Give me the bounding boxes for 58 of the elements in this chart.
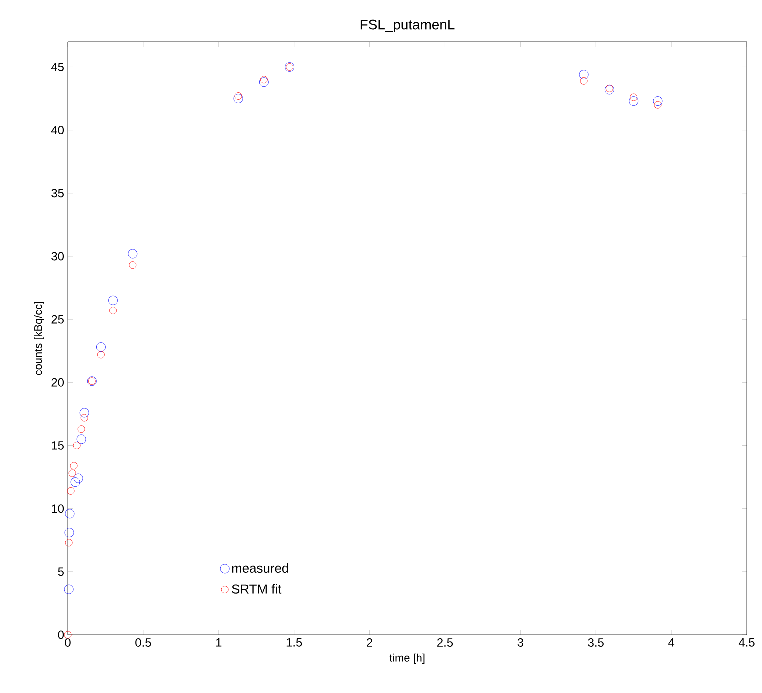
point	[234, 94, 244, 104]
point	[64, 528, 74, 538]
point	[65, 539, 73, 547]
point	[96, 342, 106, 352]
point	[653, 96, 663, 106]
x-tick-label: 2.5	[438, 638, 454, 647]
point	[73, 442, 81, 450]
y-tick-label: 40	[51, 126, 64, 135]
point	[234, 92, 242, 100]
x-tick-label: 3	[518, 638, 524, 647]
point	[128, 249, 138, 259]
point	[606, 84, 614, 92]
point	[70, 462, 78, 470]
legend-label: SRTM fit	[232, 584, 282, 594]
point	[80, 414, 88, 422]
point	[129, 262, 137, 270]
point	[604, 85, 614, 95]
point	[97, 351, 105, 359]
chart-title: FSL_putamenL	[360, 20, 455, 32]
x-tick-label: 3.5	[588, 638, 604, 647]
point	[65, 509, 75, 519]
legend-label: measured	[232, 563, 288, 574]
y-tick-label: 20	[52, 378, 64, 387]
point	[68, 470, 76, 478]
y-tick-label: 30	[52, 252, 64, 261]
point	[64, 584, 74, 594]
x-tick-label: 4	[668, 638, 675, 647]
point	[259, 78, 269, 88]
x-tick-label: 1.5	[286, 638, 302, 647]
point	[76, 434, 86, 444]
x-tick-label: 4.5	[738, 638, 755, 647]
point	[78, 426, 86, 434]
point	[580, 77, 588, 85]
x-tick-label: 1	[216, 638, 222, 647]
point	[630, 94, 638, 102]
y-tick-label: 25	[52, 315, 64, 324]
point	[260, 76, 268, 84]
point	[110, 307, 117, 314]
point	[70, 478, 80, 488]
point	[67, 487, 75, 495]
point	[629, 96, 639, 106]
point	[579, 70, 589, 80]
point	[80, 408, 90, 418]
y-tick-label: 45	[51, 63, 64, 72]
y-axis-title: counts [kBq/cc]	[34, 302, 44, 376]
x-tick-label: 2	[367, 638, 373, 647]
y-tick-label: 0	[58, 630, 64, 640]
point	[74, 474, 84, 484]
y-tick-label: 10	[52, 504, 64, 514]
y-tick-label: 15	[52, 442, 64, 450]
x-tick-label: 0	[65, 638, 71, 647]
point	[654, 101, 662, 109]
y-tick-label: 5	[58, 568, 64, 576]
y-tick-label: 35	[52, 189, 64, 198]
point	[64, 631, 72, 639]
x-axis-title: time [h]	[390, 654, 425, 664]
x-tick-label: 0.5	[136, 638, 152, 647]
point	[108, 296, 118, 306]
